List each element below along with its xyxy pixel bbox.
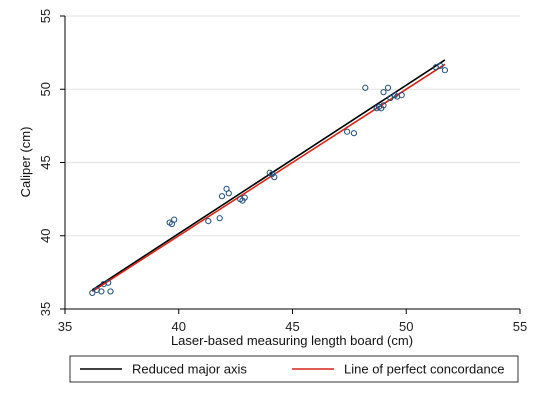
data-point: [441, 67, 449, 74]
data-point: [362, 84, 369, 91]
y-axis-ticks: 35 40 45 50 55: [38, 9, 65, 316]
data-point: [241, 194, 248, 201]
data-point: [98, 288, 105, 295]
x-tick-label: 40: [172, 319, 186, 334]
x-tick-label: 55: [513, 319, 527, 334]
data-point: [205, 218, 212, 225]
legend: Reduced major axis Line of perfect conco…: [69, 355, 519, 383]
data-point: [105, 279, 112, 286]
data-point: [384, 84, 392, 91]
x-tick-label: 50: [399, 319, 413, 334]
y-tick-label: 40: [38, 229, 53, 243]
x-tick-label: 45: [285, 319, 299, 334]
data-point: [171, 216, 178, 223]
data-point: [387, 94, 394, 102]
data-point: [380, 102, 387, 109]
y-tick-label: 35: [38, 302, 53, 316]
y-tick-label: 50: [38, 82, 53, 96]
x-axis-title: Laser-based measuring length board (cm): [171, 333, 413, 348]
data-point: [380, 89, 387, 96]
legend-label-perfect-concordance: Line of perfect concordance: [344, 362, 504, 377]
perfect-concordance-line: [91, 63, 446, 293]
data-point: [398, 92, 405, 99]
data-point: [350, 130, 358, 137]
data-point: [216, 215, 223, 222]
data-point: [225, 190, 232, 197]
data-point: [89, 289, 96, 296]
x-axis-ticks: 35 40 45 50 55: [58, 309, 527, 334]
data-point: [107, 288, 114, 295]
data-point: [271, 174, 278, 181]
y-tick-label: 55: [38, 9, 53, 23]
x-tick-label: 35: [58, 319, 72, 334]
legend-label-reduced-major-axis: Reduced major axis: [132, 362, 247, 377]
data-point: [344, 128, 351, 135]
data-points: [89, 62, 449, 296]
data-point: [218, 193, 226, 200]
data-point: [437, 62, 444, 69]
y-axis-title: Caliper (cm): [18, 127, 33, 198]
y-tick-label: 45: [38, 155, 53, 169]
